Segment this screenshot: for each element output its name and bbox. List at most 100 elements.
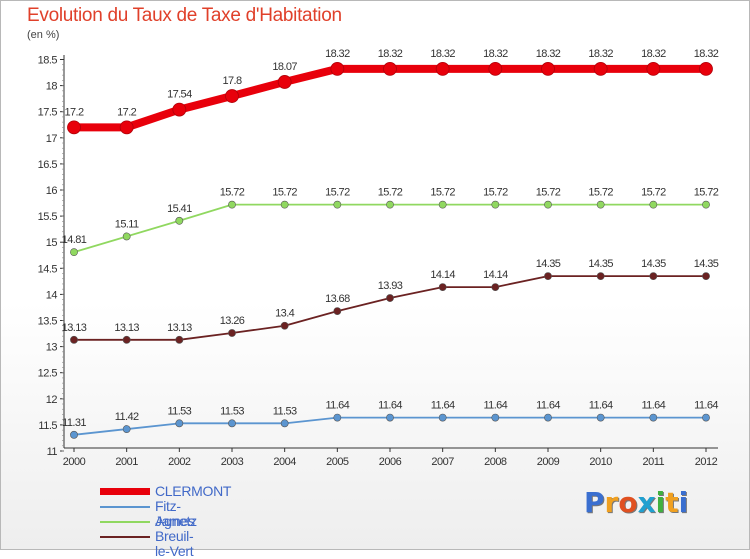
- data-label: 15.72: [430, 187, 455, 199]
- data-point: [544, 413, 552, 422]
- data-label: 18.32: [430, 48, 455, 60]
- data-point: [383, 61, 397, 76]
- y-tick-label: 11: [47, 446, 58, 458]
- data-label: 14.14: [483, 269, 508, 281]
- logo-letter: i: [655, 486, 666, 519]
- x-tick-label: 2000: [63, 456, 86, 468]
- data-point: [122, 335, 131, 344]
- data-point: [541, 61, 555, 76]
- data-label: 18.32: [325, 48, 350, 60]
- data-label: 11.64: [694, 400, 718, 412]
- data-point: [491, 413, 500, 422]
- data-point: [175, 419, 184, 428]
- data-point: [70, 430, 78, 439]
- data-label: 18.32: [483, 48, 508, 60]
- data-label: 17.54: [167, 89, 192, 101]
- data-label: 18.32: [378, 48, 403, 60]
- data-point: [386, 294, 394, 302]
- x-tick-label: 2010: [589, 456, 612, 468]
- data-point: [646, 61, 661, 76]
- data-label: 14.35: [536, 258, 561, 270]
- legend-swatch: [100, 488, 150, 495]
- data-label: 17.2: [64, 106, 83, 118]
- y-tick-label: 18.5: [38, 55, 58, 67]
- data-point: [70, 248, 78, 257]
- legend-swatch: [100, 506, 150, 508]
- data-label: 11.64: [431, 400, 455, 412]
- data-point: [593, 61, 608, 76]
- data-point: [596, 272, 605, 281]
- data-point: [228, 329, 236, 337]
- data-label: 13.4: [275, 308, 294, 320]
- y-tick-label: 13: [46, 342, 58, 354]
- data-label: 13.68: [325, 293, 350, 305]
- data-point: [649, 200, 658, 209]
- data-point: [596, 200, 605, 209]
- data-point: [702, 413, 710, 422]
- y-tick-label: 17: [46, 133, 58, 145]
- data-point: [438, 413, 447, 422]
- data-label: 17.8: [222, 75, 241, 87]
- data-point: [280, 200, 289, 209]
- y-tick-label: 16: [46, 185, 58, 197]
- x-tick-label: 2002: [168, 456, 191, 468]
- data-label: 11.64: [325, 400, 349, 412]
- logo-letter: x: [637, 486, 656, 519]
- data-point: [333, 307, 342, 316]
- data-point: [122, 232, 131, 241]
- x-tick-label: 2004: [273, 456, 296, 468]
- data-point: [544, 200, 552, 209]
- data-point: [228, 200, 236, 209]
- logo-letter: P: [584, 486, 605, 519]
- data-point: [596, 413, 605, 422]
- data-point: [70, 335, 78, 344]
- data-label: 14.81: [62, 234, 87, 246]
- y-tick-label: 12.5: [38, 368, 58, 380]
- data-label: 13.13: [114, 322, 139, 334]
- data-point: [649, 272, 658, 281]
- data-label: 13.13: [62, 322, 87, 334]
- x-tick-label: 2001: [115, 456, 138, 468]
- data-label: 18.32: [694, 48, 719, 60]
- y-tick-label: 12: [46, 394, 58, 406]
- data-point: [333, 413, 342, 422]
- data-point: [122, 425, 131, 433]
- data-label: 11.64: [483, 400, 507, 412]
- data-point: [702, 200, 710, 209]
- legend-label: Agnetz: [155, 513, 197, 529]
- data-label: 15.72: [483, 187, 508, 199]
- data-label: 11.64: [589, 400, 613, 412]
- data-point: [491, 200, 500, 209]
- data-point: [277, 75, 292, 89]
- y-tick-label: 17.5: [38, 107, 58, 119]
- data-point: [386, 413, 394, 422]
- data-label: 15.72: [536, 187, 561, 199]
- data-point: [333, 200, 342, 209]
- data-label: 15.72: [325, 187, 350, 199]
- legend-swatch: [100, 536, 150, 538]
- data-label: 18.32: [641, 48, 666, 60]
- data-label: 11.42: [115, 411, 139, 423]
- y-tick-label: 15.5: [38, 211, 58, 223]
- legend-label: Breuil-le-Vert: [155, 528, 194, 559]
- x-tick-label: 2008: [484, 456, 507, 468]
- data-label: 13.93: [378, 280, 403, 292]
- x-tick-label: 2005: [326, 456, 349, 468]
- data-label: 17.2: [117, 106, 136, 118]
- data-point: [280, 321, 289, 330]
- data-label: 13.26: [220, 315, 245, 327]
- data-label: 15.72: [272, 187, 297, 199]
- legend-label: CLERMONT: [155, 483, 232, 499]
- data-label: 15.72: [694, 187, 719, 199]
- proxiti-logo: Proxiti: [584, 486, 688, 519]
- data-label: 11.31: [62, 417, 86, 429]
- data-label: 11.64: [536, 400, 560, 412]
- data-label: 15.72: [588, 187, 613, 199]
- data-point: [438, 200, 447, 209]
- data-point: [175, 216, 184, 225]
- x-tick-label: 2012: [695, 456, 718, 468]
- data-point: [386, 200, 394, 209]
- data-point: [435, 61, 450, 76]
